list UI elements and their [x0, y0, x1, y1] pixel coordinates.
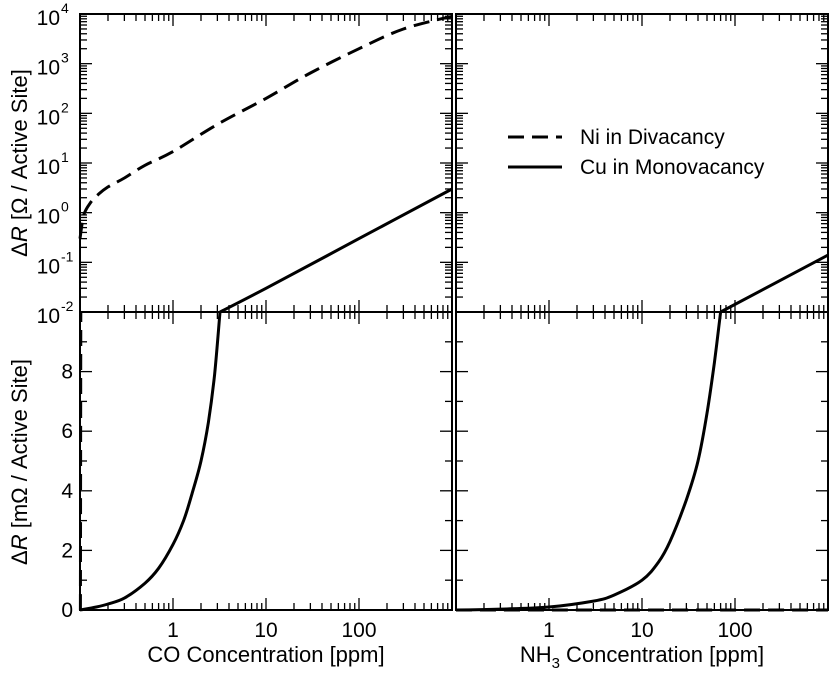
y-tick-base: 10	[37, 7, 60, 30]
top-y-axis-title: ΔR [Ω / Active Site]	[7, 69, 32, 257]
y-log-tick-label: 10 0	[37, 199, 69, 229]
bottom-left-cu-monovacancy-line	[79, 311, 222, 612]
y-tick-base: 10	[37, 156, 60, 179]
legend-cu-label: Cu in Monovacancy	[580, 156, 765, 179]
y-tick-label: 6	[61, 420, 73, 443]
x-tick-label: 100	[341, 619, 376, 642]
y-tick-label: 0	[61, 599, 73, 622]
y-tick-exponent: -2	[61, 298, 74, 314]
legend: Ni in Divacancy Cu in Monovacancy	[508, 126, 765, 179]
y-log-tick-label: 10 4	[37, 0, 69, 30]
nh3-label-subscript: 3	[552, 655, 560, 672]
bottom-y-axis-title: ΔR [mΩ / Active Site]	[7, 359, 32, 565]
y-tick-label: 2	[61, 539, 73, 562]
x-tick-label: 10	[630, 619, 653, 642]
nh3-label-main: NH	[520, 642, 552, 667]
y-tick-base: 10	[37, 255, 60, 278]
y-tick-base: 10	[37, 305, 60, 328]
y-tick-exponent: -1	[61, 248, 74, 264]
top-left-cu-monovacancy-line	[219, 187, 453, 314]
tick-marks	[79, 13, 828, 611]
x-tick-label: 1	[167, 619, 179, 642]
y-tick-label: 8	[61, 361, 73, 384]
y-tick-exponent: 1	[61, 149, 69, 165]
top-left-panel-frame	[79, 13, 453, 313]
y-tick-exponent: 3	[61, 50, 69, 66]
y-log-tick-label: 10 3	[37, 50, 69, 80]
top-left-ni-divacancy-line	[78, 14, 453, 239]
co-x-axis-title: CO Concentration [ppm]	[147, 642, 384, 667]
nh3-label-rest: Concentration [ppm]	[560, 642, 764, 667]
y-log-tick-label: 10 -1	[37, 248, 74, 278]
nh3-x-axis-title: NH3 Concentration [ppm]	[520, 642, 764, 672]
y-tick-base: 10	[37, 57, 60, 80]
top-right-cu-monovacancy-line	[719, 253, 829, 314]
y-tick-exponent: 4	[61, 0, 69, 16]
x-tick-label: 100	[717, 619, 752, 642]
x-tick-label: 1	[543, 619, 555, 642]
x-tick-label: 10	[254, 619, 277, 642]
y-log-tick-label: 10 1	[37, 149, 69, 179]
y-log-tick-label: 10 -2	[37, 298, 74, 328]
data-curves	[78, 14, 829, 612]
bottom-right-cu-monovacancy-line	[455, 311, 723, 612]
y-tick-base: 10	[37, 106, 60, 129]
y-tick-label: 4	[61, 480, 73, 503]
y-tick-exponent: 2	[61, 99, 69, 115]
y-tick-exponent: 0	[61, 199, 69, 215]
bottom-left-panel-frame	[79, 311, 453, 611]
y-log-tick-label: 10 2	[37, 99, 69, 129]
bottom-right-panel-frame	[455, 311, 829, 611]
y-tick-base: 10	[37, 206, 60, 229]
legend-ni-label: Ni in Divacancy	[580, 126, 725, 149]
